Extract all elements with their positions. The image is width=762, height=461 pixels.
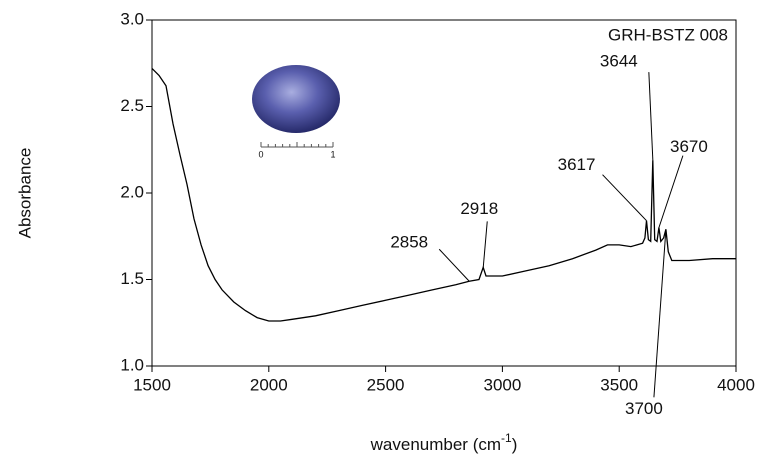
x-tick-label: 2000 [250,375,288,394]
annotation-leader [438,248,470,282]
annotation-label: 3644 [600,52,638,71]
annotation-leader [653,229,667,398]
x-tick-label: 3500 [600,375,638,394]
y-tick-label: 2.5 [120,96,144,115]
sample-label: GRH-BSTZ 008 [608,25,728,44]
y-tick-label: 3.0 [120,9,144,28]
x-tick-label: 4000 [717,375,755,394]
annotation-label: 3617 [558,155,596,174]
x-axis-label: wavenumber (cm-1) [370,431,518,454]
y-tick-label: 1.5 [120,269,144,288]
x-axis-label-text: wavenumber (cm [370,435,501,454]
annotation-leader [482,221,488,268]
y-tick-label: 1.0 [120,355,144,374]
scale-label: 0 [258,149,263,159]
scale-ticks [260,142,334,147]
annotation-leader [648,72,654,161]
scale-label: 1 [330,149,335,159]
y-tick-label: 2.0 [120,182,144,201]
annotation-label: 2858 [390,233,428,252]
gem-image [252,65,340,133]
annotation-leader [602,174,647,222]
y-axis-label: Absorbance [15,148,34,239]
annotation-label: 3700 [625,399,663,418]
plot-frame [151,19,737,367]
x-tick-label: 1500 [133,375,171,394]
annotation-label: 3670 [670,137,708,156]
x-axis-label-end: ) [512,435,518,454]
annotation-label: 2918 [460,199,498,218]
annotation-leader [658,155,684,228]
x-tick-label: 2500 [367,375,405,394]
spectrum-line [151,67,736,322]
x-tick-label: 3000 [483,375,521,394]
x-axis-label-sup: -1 [501,431,512,445]
